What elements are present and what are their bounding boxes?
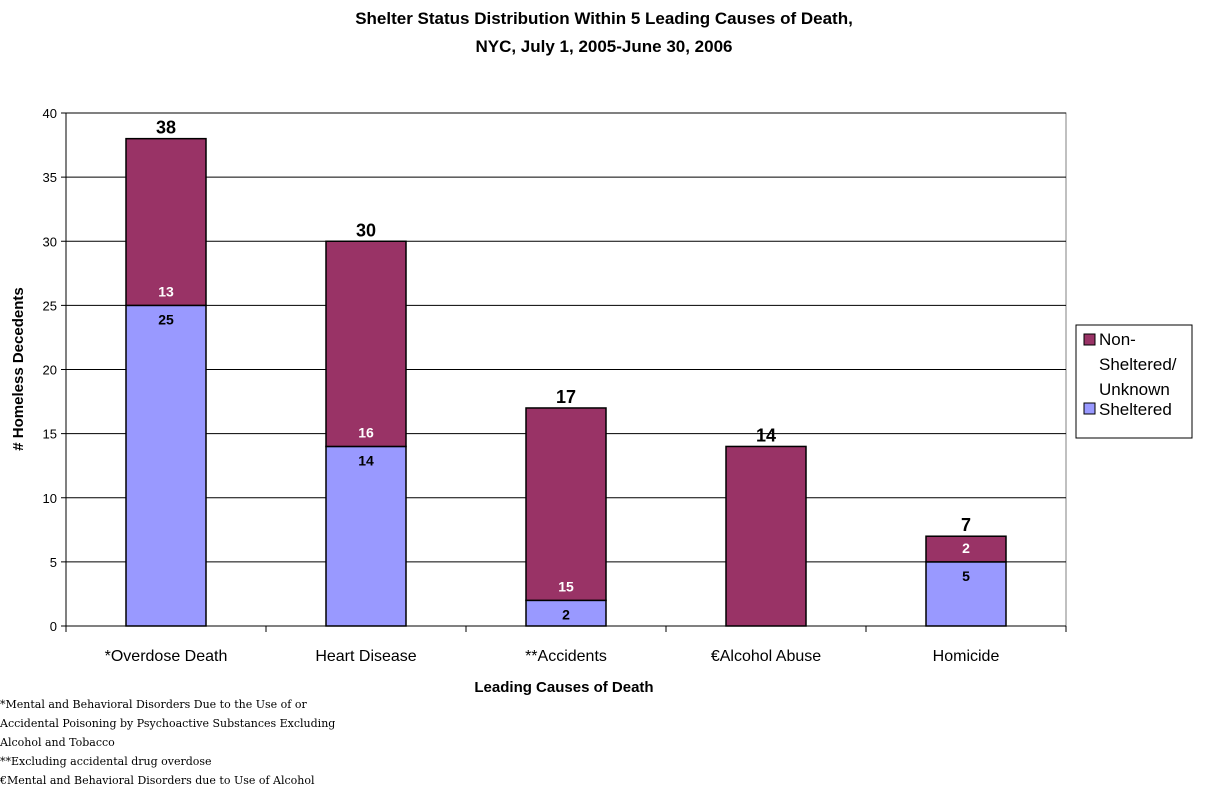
bar-segment-non-sheltered	[325, 240, 407, 448]
legend-label-non-sheltered-line-3: Unknown	[1099, 380, 1170, 399]
y-tick-label: 30	[43, 234, 57, 249]
footnote-1: *Mental and Behavioral Disorders Due to …	[0, 698, 307, 711]
bar-segment-sheltered	[125, 304, 207, 627]
category-label: *Overdose Death	[105, 648, 228, 665]
chart-title-line-1: Shelter Status Distribution Within 5 Lea…	[355, 9, 853, 28]
bar-segment-sheltered	[325, 445, 407, 627]
axes	[61, 112, 1067, 632]
footnote-4: **Excluding accidental drug overdose	[0, 755, 212, 768]
bar-segment-non-sheltered	[725, 445, 807, 627]
y-tick-label: 15	[43, 427, 57, 442]
bar-segment-non-sheltered	[925, 535, 1007, 563]
total-label: 30	[356, 220, 376, 240]
category-label: **Accidents	[525, 648, 607, 665]
legend: Non- Sheltered/ Unknown Sheltered	[1075, 324, 1193, 439]
legend-swatch-non-sheltered	[1083, 333, 1096, 346]
category-label: Heart Disease	[315, 648, 416, 665]
y-tick-labels: 0 5 10 15 20 25 30 35 40	[43, 106, 57, 634]
data-label-non-sheltered: 13	[158, 283, 174, 299]
category-label: €Alcohol Abuse	[711, 648, 821, 665]
footnote-3: Alcohol and Tobacco	[0, 736, 115, 749]
total-label: 38	[156, 118, 176, 138]
y-tick-label: 5	[50, 555, 57, 570]
data-label-sheltered: 2	[562, 606, 570, 622]
bars: 25 13 38 14 16 30 2 15 17 14 5 2 7	[125, 118, 1007, 627]
data-label-non-sheltered: 2	[962, 540, 970, 556]
data-label-non-sheltered: 15	[558, 578, 574, 594]
legend-label-sheltered: Sheltered	[1099, 400, 1172, 419]
chart-title-line-2: NYC, July 1, 2005-June 30, 2006	[475, 37, 732, 56]
footnote-2: Accidental Poisoning by Psychoactive Sub…	[0, 717, 335, 730]
data-label-non-sheltered: 16	[358, 424, 374, 440]
bar-segment-non-sheltered	[125, 137, 207, 307]
bar-segment-non-sheltered	[525, 407, 607, 602]
footnotes: *Mental and Behavioral Disorders Due to …	[0, 698, 335, 787]
y-axis-label: # Homeless Decedents	[10, 287, 27, 450]
data-label-sheltered: 14	[358, 452, 374, 468]
y-tick-label: 20	[43, 363, 57, 378]
legend-swatch-sheltered	[1083, 402, 1096, 415]
category-label: Homicide	[933, 648, 1000, 665]
y-tick-label: 40	[43, 106, 57, 121]
y-tick-label: 10	[43, 491, 57, 506]
y-tick-label: 25	[43, 298, 57, 313]
legend-label-non-sheltered-line-1: Non-	[1099, 330, 1136, 349]
x-axis-label: Leading Causes of Death	[474, 679, 653, 696]
total-label: 14	[756, 425, 776, 445]
y-tick-label: 35	[43, 170, 57, 185]
total-label: 7	[961, 515, 971, 535]
footnote-5: €Mental and Behavioral Disorders due to …	[0, 774, 315, 787]
legend-label-non-sheltered-line-2: Sheltered/	[1099, 355, 1177, 374]
data-label-sheltered: 25	[158, 311, 174, 327]
total-label: 17	[556, 387, 576, 407]
data-label-sheltered: 5	[962, 568, 970, 584]
category-labels: *Overdose Death Heart Disease **Accidents €…	[105, 648, 1000, 665]
y-tick-label: 0	[50, 619, 57, 634]
